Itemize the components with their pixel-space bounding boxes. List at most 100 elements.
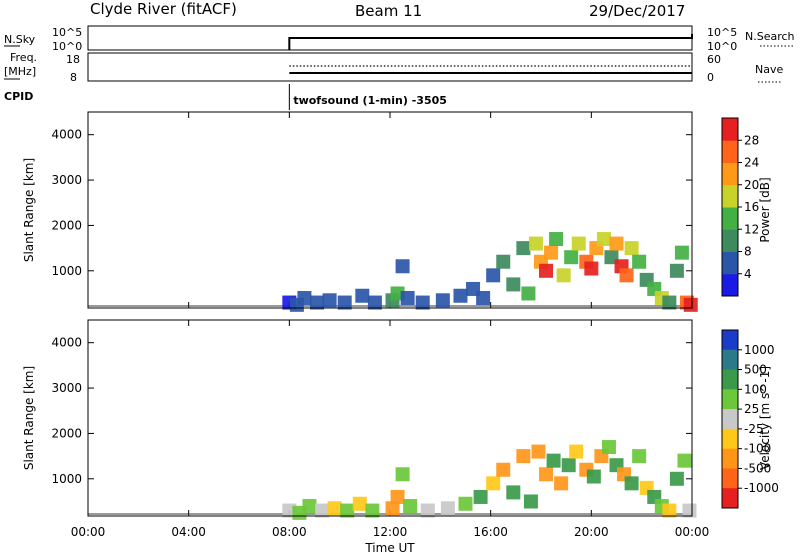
velocity-cell <box>546 453 561 468</box>
x-tick-label: 04:00 <box>171 525 206 539</box>
velocity-colorbar-label: Velocity [m s^-1] <box>758 366 772 470</box>
nave-tick-top: 60 <box>707 53 721 66</box>
colorbar-tick-label: 8 <box>744 245 752 259</box>
colorbar-segment <box>722 162 738 186</box>
power-cell <box>619 268 634 283</box>
power-cell <box>528 236 543 251</box>
power-panel-frame <box>87 111 693 309</box>
velocity-cell <box>539 467 554 482</box>
velocity-cell <box>473 489 488 504</box>
power-cell <box>506 277 521 292</box>
colorbar-segment <box>722 330 738 351</box>
velocity-panel-frame <box>87 319 693 517</box>
velocity-cell <box>420 503 435 518</box>
velocity-ylabel: Slant Range [km] <box>22 366 36 470</box>
velocity-cell <box>624 476 639 491</box>
power-cell <box>516 241 531 256</box>
velocity-cell <box>327 501 342 516</box>
colorbar-tick-label: 1000 <box>744 343 775 357</box>
power-cell <box>476 291 491 306</box>
velocity-cell <box>523 494 538 509</box>
velocity-cell <box>365 503 380 518</box>
velocity-cell <box>554 476 569 491</box>
station-title: Clyde River (fitACF) <box>90 0 237 18</box>
colorbar-segment <box>722 448 738 469</box>
power-cell <box>632 254 647 269</box>
y-tick-label: 2000 <box>51 218 82 232</box>
velocity-cell <box>486 476 501 491</box>
power-cell <box>367 295 382 310</box>
colorbar-segment <box>722 369 738 390</box>
power-cell <box>297 291 312 306</box>
colorbar-tick-label: -1000 <box>744 481 779 495</box>
nsky-tick-bottom: 10^0 <box>52 40 82 53</box>
velocity-cell <box>302 499 317 514</box>
power-cell <box>596 232 611 247</box>
power-cell <box>584 261 599 276</box>
x-tick-label: 16:00 <box>473 525 508 539</box>
nsearch-tick-bottom: 10^0 <box>707 40 737 53</box>
colorbar-tick-label: 20 <box>744 178 759 192</box>
power-panel: 1000 2000 3000 4000 <box>51 112 698 312</box>
power-cell <box>556 268 571 283</box>
velocity-cell <box>531 444 546 459</box>
colorbar-segment <box>722 468 738 489</box>
power-colorbar: 4 8 12 16 20 24 28 <box>721 117 759 297</box>
x-tick-label: 12:00 <box>373 525 408 539</box>
freq-panel-frame <box>87 52 693 82</box>
power-cell <box>453 288 468 303</box>
velocity-cell <box>340 503 355 518</box>
power-cell <box>564 250 579 265</box>
colorbar-tick-label: 4 <box>744 267 752 281</box>
power-cell <box>486 268 501 283</box>
x-tick-label: 20:00 <box>574 525 609 539</box>
nave-label: Nave <box>755 63 783 76</box>
power-cell <box>624 241 639 256</box>
power-cell <box>400 291 415 306</box>
velocity-cell <box>458 496 473 511</box>
velocity-panel: 1000 2000 3000 4000 00:00 04:00 08:00 12:00 16:0… <box>51 320 709 539</box>
power-cell <box>549 232 564 247</box>
x-tick-label: 00:00 <box>71 525 106 539</box>
power-cell <box>683 297 698 312</box>
power-cell <box>322 293 337 308</box>
freq-label-line1: Freq. <box>10 51 37 64</box>
power-cell <box>435 293 450 308</box>
y-tick-label: 3000 <box>51 173 82 187</box>
colorbar-tick-label: -25 <box>744 422 764 436</box>
beam-title: Beam 11 <box>355 2 422 20</box>
colorbar-segment <box>722 349 738 371</box>
velocity-cell <box>385 501 400 516</box>
velocity-cell <box>632 449 647 464</box>
y-tick-label: 2000 <box>51 426 82 440</box>
freq-tick-top: 18 <box>66 53 80 66</box>
velocity-cell <box>682 503 697 518</box>
colorbar-segment <box>722 229 738 252</box>
y-tick-label: 4000 <box>51 128 82 142</box>
colorbar-tick-label: 28 <box>744 133 759 147</box>
colorbar-segment <box>722 207 738 230</box>
colorbar-tick-label: 24 <box>744 156 759 170</box>
colorbar-tick-label: 25 <box>744 402 759 416</box>
date-title: 29/Dec/2017 <box>589 2 685 20</box>
colorbar-tick-label: 500 <box>744 363 767 377</box>
colorbar-segment <box>722 409 738 430</box>
velocity-cell <box>561 458 576 473</box>
nsearch-label: N.Search <box>745 30 795 43</box>
colorbar-segment <box>722 389 738 410</box>
velocity-cell <box>390 489 405 504</box>
velocity-cell <box>315 503 330 518</box>
power-colorbar-label: Power [dB] <box>758 177 772 242</box>
x-tick-label: 00:00 <box>675 525 710 539</box>
power-cell <box>496 254 511 269</box>
cpid-text: twofsound (1-min) -3505 <box>293 94 447 107</box>
velocity-cell <box>669 471 684 486</box>
velocity-cell <box>601 440 616 455</box>
velocity-cell <box>440 501 455 516</box>
power-cell <box>310 295 325 310</box>
velocity-cell <box>662 503 677 518</box>
colorbar-segment <box>722 140 738 163</box>
x-tick-label: 08:00 <box>272 525 307 539</box>
nsky-trace <box>288 34 693 50</box>
power-cell <box>539 263 554 278</box>
